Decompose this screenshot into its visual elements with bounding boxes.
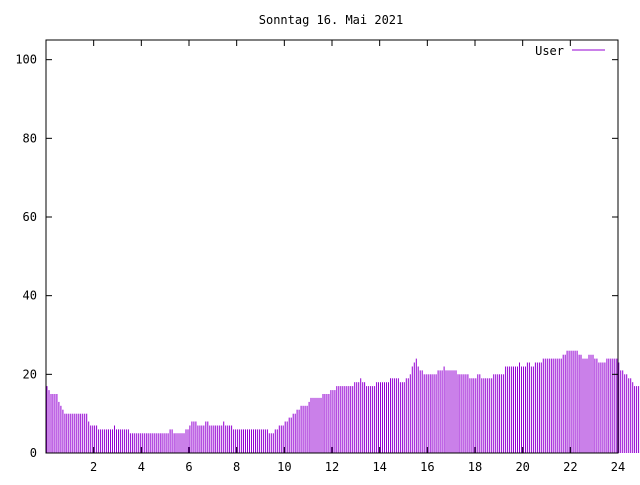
x-tick-label: 10 — [277, 460, 291, 474]
x-tick-label: 12 — [325, 460, 339, 474]
legend-label-user: User — [535, 44, 564, 58]
y-tick-label: 80 — [23, 131, 37, 145]
bars-layer — [46, 350, 640, 453]
chart-title: Sonntag 16. Mai 2021 — [259, 13, 404, 27]
x-tick-label: 4 — [138, 460, 145, 474]
y-tick-label: 20 — [23, 367, 37, 381]
x-tick-label: 18 — [468, 460, 482, 474]
plot-frame — [45, 39, 619, 454]
y-tick-label: 0 — [30, 446, 37, 460]
x-tick-label: 2 — [90, 460, 97, 474]
y-tick-label: 40 — [23, 289, 37, 303]
y-tick-label: 100 — [15, 53, 37, 67]
x-tick-label: 16 — [420, 460, 434, 474]
x-tick-label: 22 — [563, 460, 577, 474]
x-tick-label: 20 — [515, 460, 529, 474]
x-tick-label: 6 — [185, 460, 192, 474]
y-tick-label: 60 — [23, 210, 37, 224]
x-tick-label: 24 — [611, 460, 625, 474]
x-tick-label: 8 — [233, 460, 240, 474]
legend: User — [535, 44, 605, 58]
x-tick-label: 14 — [372, 460, 386, 474]
